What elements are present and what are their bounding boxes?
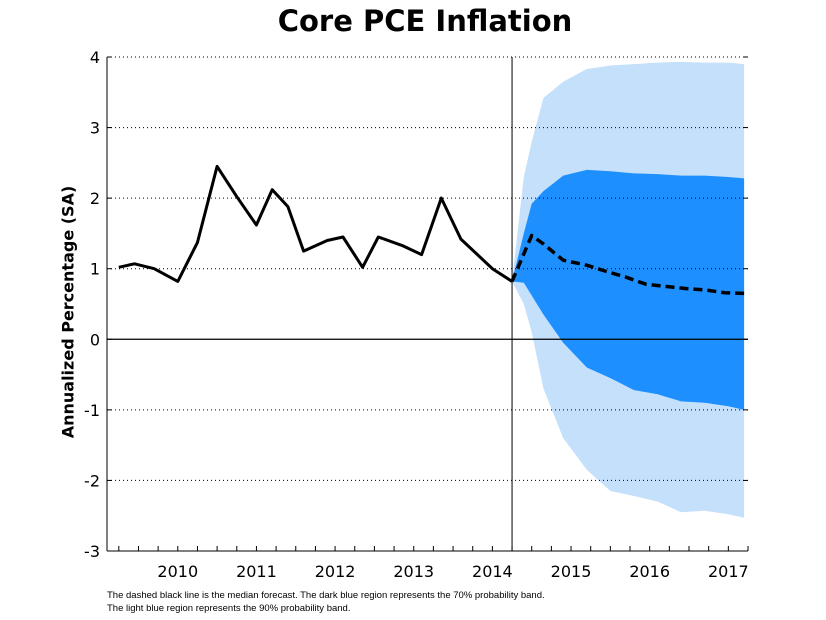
axes	[106, 56, 749, 552]
series-lines	[118, 164, 745, 296]
y-tick-label: -3	[84, 542, 100, 561]
y-tick-label: -2	[84, 471, 100, 490]
x-tick-label: 2010	[157, 562, 198, 581]
x-tick-label: 2012	[315, 562, 356, 581]
y-tick-label: 3	[90, 119, 100, 138]
y-tick-label: 4	[90, 48, 100, 67]
x-tick-label: 2017	[708, 562, 749, 581]
y-tick-label: 2	[90, 189, 100, 208]
history-line	[118, 164, 513, 283]
x-tick-label: 2016	[629, 562, 670, 581]
x-tick-label: 2013	[393, 562, 434, 581]
x-tick-label: 2011	[236, 562, 277, 581]
x-tick-label: 2014	[472, 562, 513, 581]
band-70	[512, 169, 745, 410]
forecast-bands	[512, 61, 745, 518]
y-tick-label: 1	[90, 260, 100, 279]
footnote-median: The dashed black line is the median fore…	[107, 590, 545, 601]
y-tick-label: 0	[90, 330, 100, 349]
chart-title: Core PCE Inflation	[277, 4, 573, 38]
tick-labels: -3 -2 -1 0 1 2 3 4 2010 2011 2012 2013 2014 2015 2016 2…	[84, 48, 749, 581]
y-tick-label: -1	[84, 401, 100, 420]
footnote-band: The light blue region represents the 90%…	[107, 603, 351, 614]
median-forecast-line	[510, 233, 745, 296]
x-tick-label: 2015	[551, 562, 592, 581]
